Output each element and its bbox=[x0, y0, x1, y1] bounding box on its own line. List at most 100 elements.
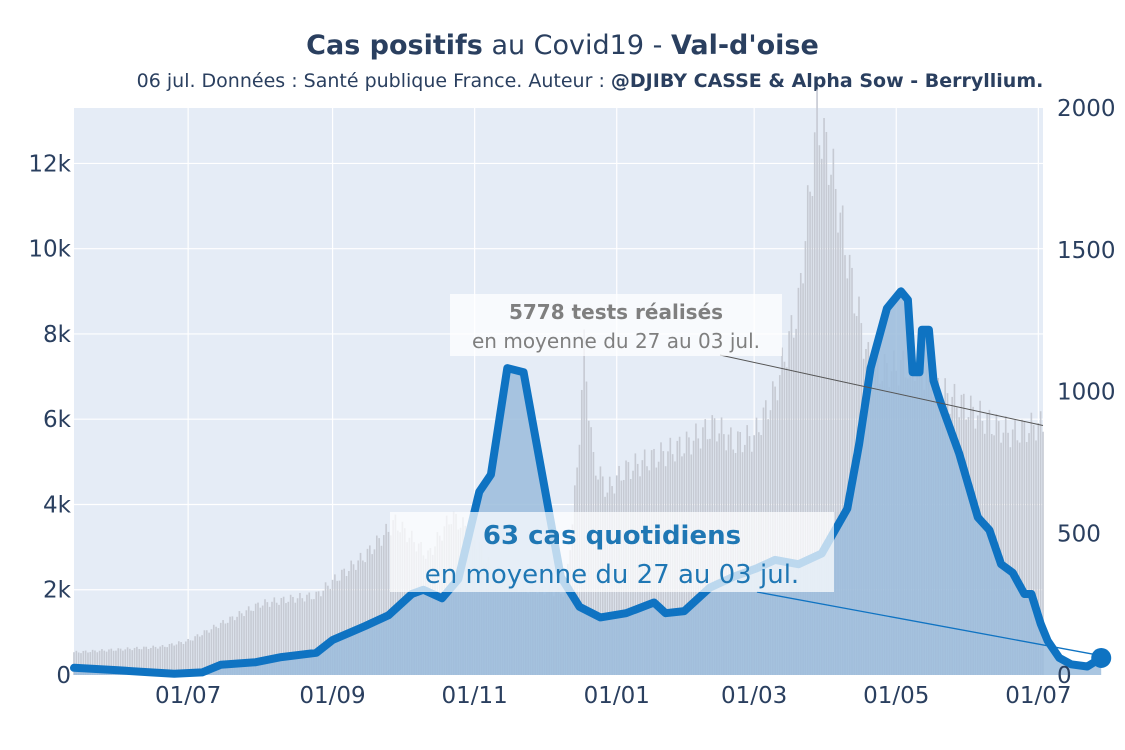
test-bar bbox=[84, 650, 87, 675]
test-bar bbox=[250, 610, 252, 675]
test-bar bbox=[362, 560, 364, 675]
y-left-tick-label: 0 bbox=[56, 663, 71, 689]
test-bar bbox=[205, 630, 208, 675]
test-bar bbox=[175, 644, 178, 675]
test-bar bbox=[154, 646, 157, 675]
test-bar bbox=[797, 287, 800, 675]
annotation-tests-arrow bbox=[719, 354, 1044, 427]
test-bar bbox=[77, 652, 80, 675]
test-bar bbox=[1018, 442, 1021, 675]
test-bar bbox=[1021, 419, 1023, 675]
test-bar bbox=[266, 602, 269, 675]
test-bar bbox=[809, 191, 811, 675]
annotation-cases-box bbox=[390, 512, 834, 592]
test-bar bbox=[292, 596, 294, 675]
test-bar bbox=[373, 549, 376, 675]
test-bar bbox=[299, 592, 301, 675]
x-tick-label: 01/07 bbox=[1005, 683, 1071, 709]
x-tick-label: 01/07 bbox=[155, 683, 221, 709]
test-bar bbox=[229, 616, 231, 675]
test-bar bbox=[122, 650, 124, 675]
test-bar bbox=[201, 635, 203, 675]
x-tick-label: 01/05 bbox=[863, 683, 929, 709]
test-bar bbox=[802, 283, 804, 675]
test-bar bbox=[273, 597, 276, 675]
test-bar bbox=[811, 196, 814, 675]
test-bar bbox=[844, 255, 846, 676]
test-bar bbox=[196, 634, 199, 675]
test-bar bbox=[308, 592, 311, 675]
annotation-cases-subtitle: en moyenne du 27 au 03 jul. bbox=[425, 560, 799, 590]
test-bar bbox=[157, 648, 159, 675]
test-bar bbox=[816, 89, 818, 675]
test-bar bbox=[848, 254, 851, 675]
test-bar bbox=[359, 552, 362, 675]
test-bar bbox=[827, 184, 830, 675]
test-bar bbox=[303, 601, 306, 675]
test-bar bbox=[73, 652, 75, 675]
test-bar bbox=[115, 650, 117, 675]
y-right-tick-label: 1000 bbox=[1057, 380, 1116, 406]
test-bar bbox=[1039, 411, 1042, 675]
test-bar bbox=[124, 649, 127, 675]
y-right-tick-label: 2000 bbox=[1057, 96, 1116, 122]
test-bar bbox=[1030, 412, 1033, 675]
test-bar bbox=[184, 641, 187, 675]
test-bar bbox=[238, 611, 241, 675]
test-bar bbox=[371, 554, 373, 675]
test-bar bbox=[338, 580, 341, 675]
test-bar bbox=[830, 174, 832, 675]
test-bar bbox=[322, 590, 325, 675]
test-bar bbox=[382, 535, 385, 675]
test-bar bbox=[336, 580, 339, 675]
x-tick-label: 01/11 bbox=[441, 683, 507, 709]
test-bar bbox=[1032, 425, 1035, 675]
test-bar bbox=[345, 575, 348, 675]
test-bar bbox=[1007, 432, 1009, 675]
test-bar bbox=[194, 636, 196, 675]
test-bar bbox=[257, 602, 259, 675]
test-bar bbox=[224, 623, 227, 675]
chart-title: Cas positifs au Covid19 - Val-d'oise bbox=[306, 30, 819, 61]
test-bar bbox=[150, 647, 152, 675]
test-bar bbox=[247, 606, 250, 675]
test-bar bbox=[159, 646, 162, 675]
y-left-tick-label: 8k bbox=[43, 322, 72, 348]
test-bar bbox=[243, 616, 245, 675]
test-bar bbox=[320, 596, 322, 675]
test-bar bbox=[387, 531, 390, 675]
last-value-marker bbox=[1091, 647, 1112, 668]
test-bar bbox=[264, 599, 266, 675]
test-bar bbox=[164, 646, 166, 675]
test-bar bbox=[341, 569, 343, 675]
test-bar bbox=[203, 630, 206, 675]
test-bar bbox=[259, 607, 262, 675]
test-bar bbox=[378, 538, 380, 675]
test-bar bbox=[215, 626, 217, 675]
test-bar bbox=[138, 649, 141, 675]
test-bar bbox=[147, 648, 150, 675]
test-bar bbox=[89, 652, 92, 675]
test-bar bbox=[1035, 440, 1037, 675]
test-bar bbox=[182, 643, 185, 675]
test-bar bbox=[212, 624, 215, 675]
test-bar bbox=[301, 598, 304, 675]
test-bar bbox=[329, 588, 332, 675]
test-bar bbox=[1004, 416, 1007, 675]
y-left-tick-label: 6k bbox=[43, 407, 72, 433]
test-bar bbox=[280, 597, 283, 675]
test-bar bbox=[219, 622, 222, 675]
test-bar bbox=[366, 548, 369, 675]
y-right-tick-label: 0 bbox=[1057, 663, 1072, 689]
test-bar bbox=[385, 523, 387, 675]
test-bar bbox=[799, 272, 802, 675]
test-bar bbox=[143, 646, 145, 675]
test-bar bbox=[103, 650, 106, 675]
test-bar bbox=[369, 545, 371, 675]
test-bar bbox=[1016, 440, 1019, 675]
test-bar bbox=[343, 568, 346, 675]
annotation-tests-title: 5778 tests réalisés bbox=[509, 300, 723, 324]
test-bar bbox=[178, 641, 180, 675]
test-bar bbox=[136, 646, 138, 675]
annotation-cases-arrow bbox=[756, 591, 1098, 656]
